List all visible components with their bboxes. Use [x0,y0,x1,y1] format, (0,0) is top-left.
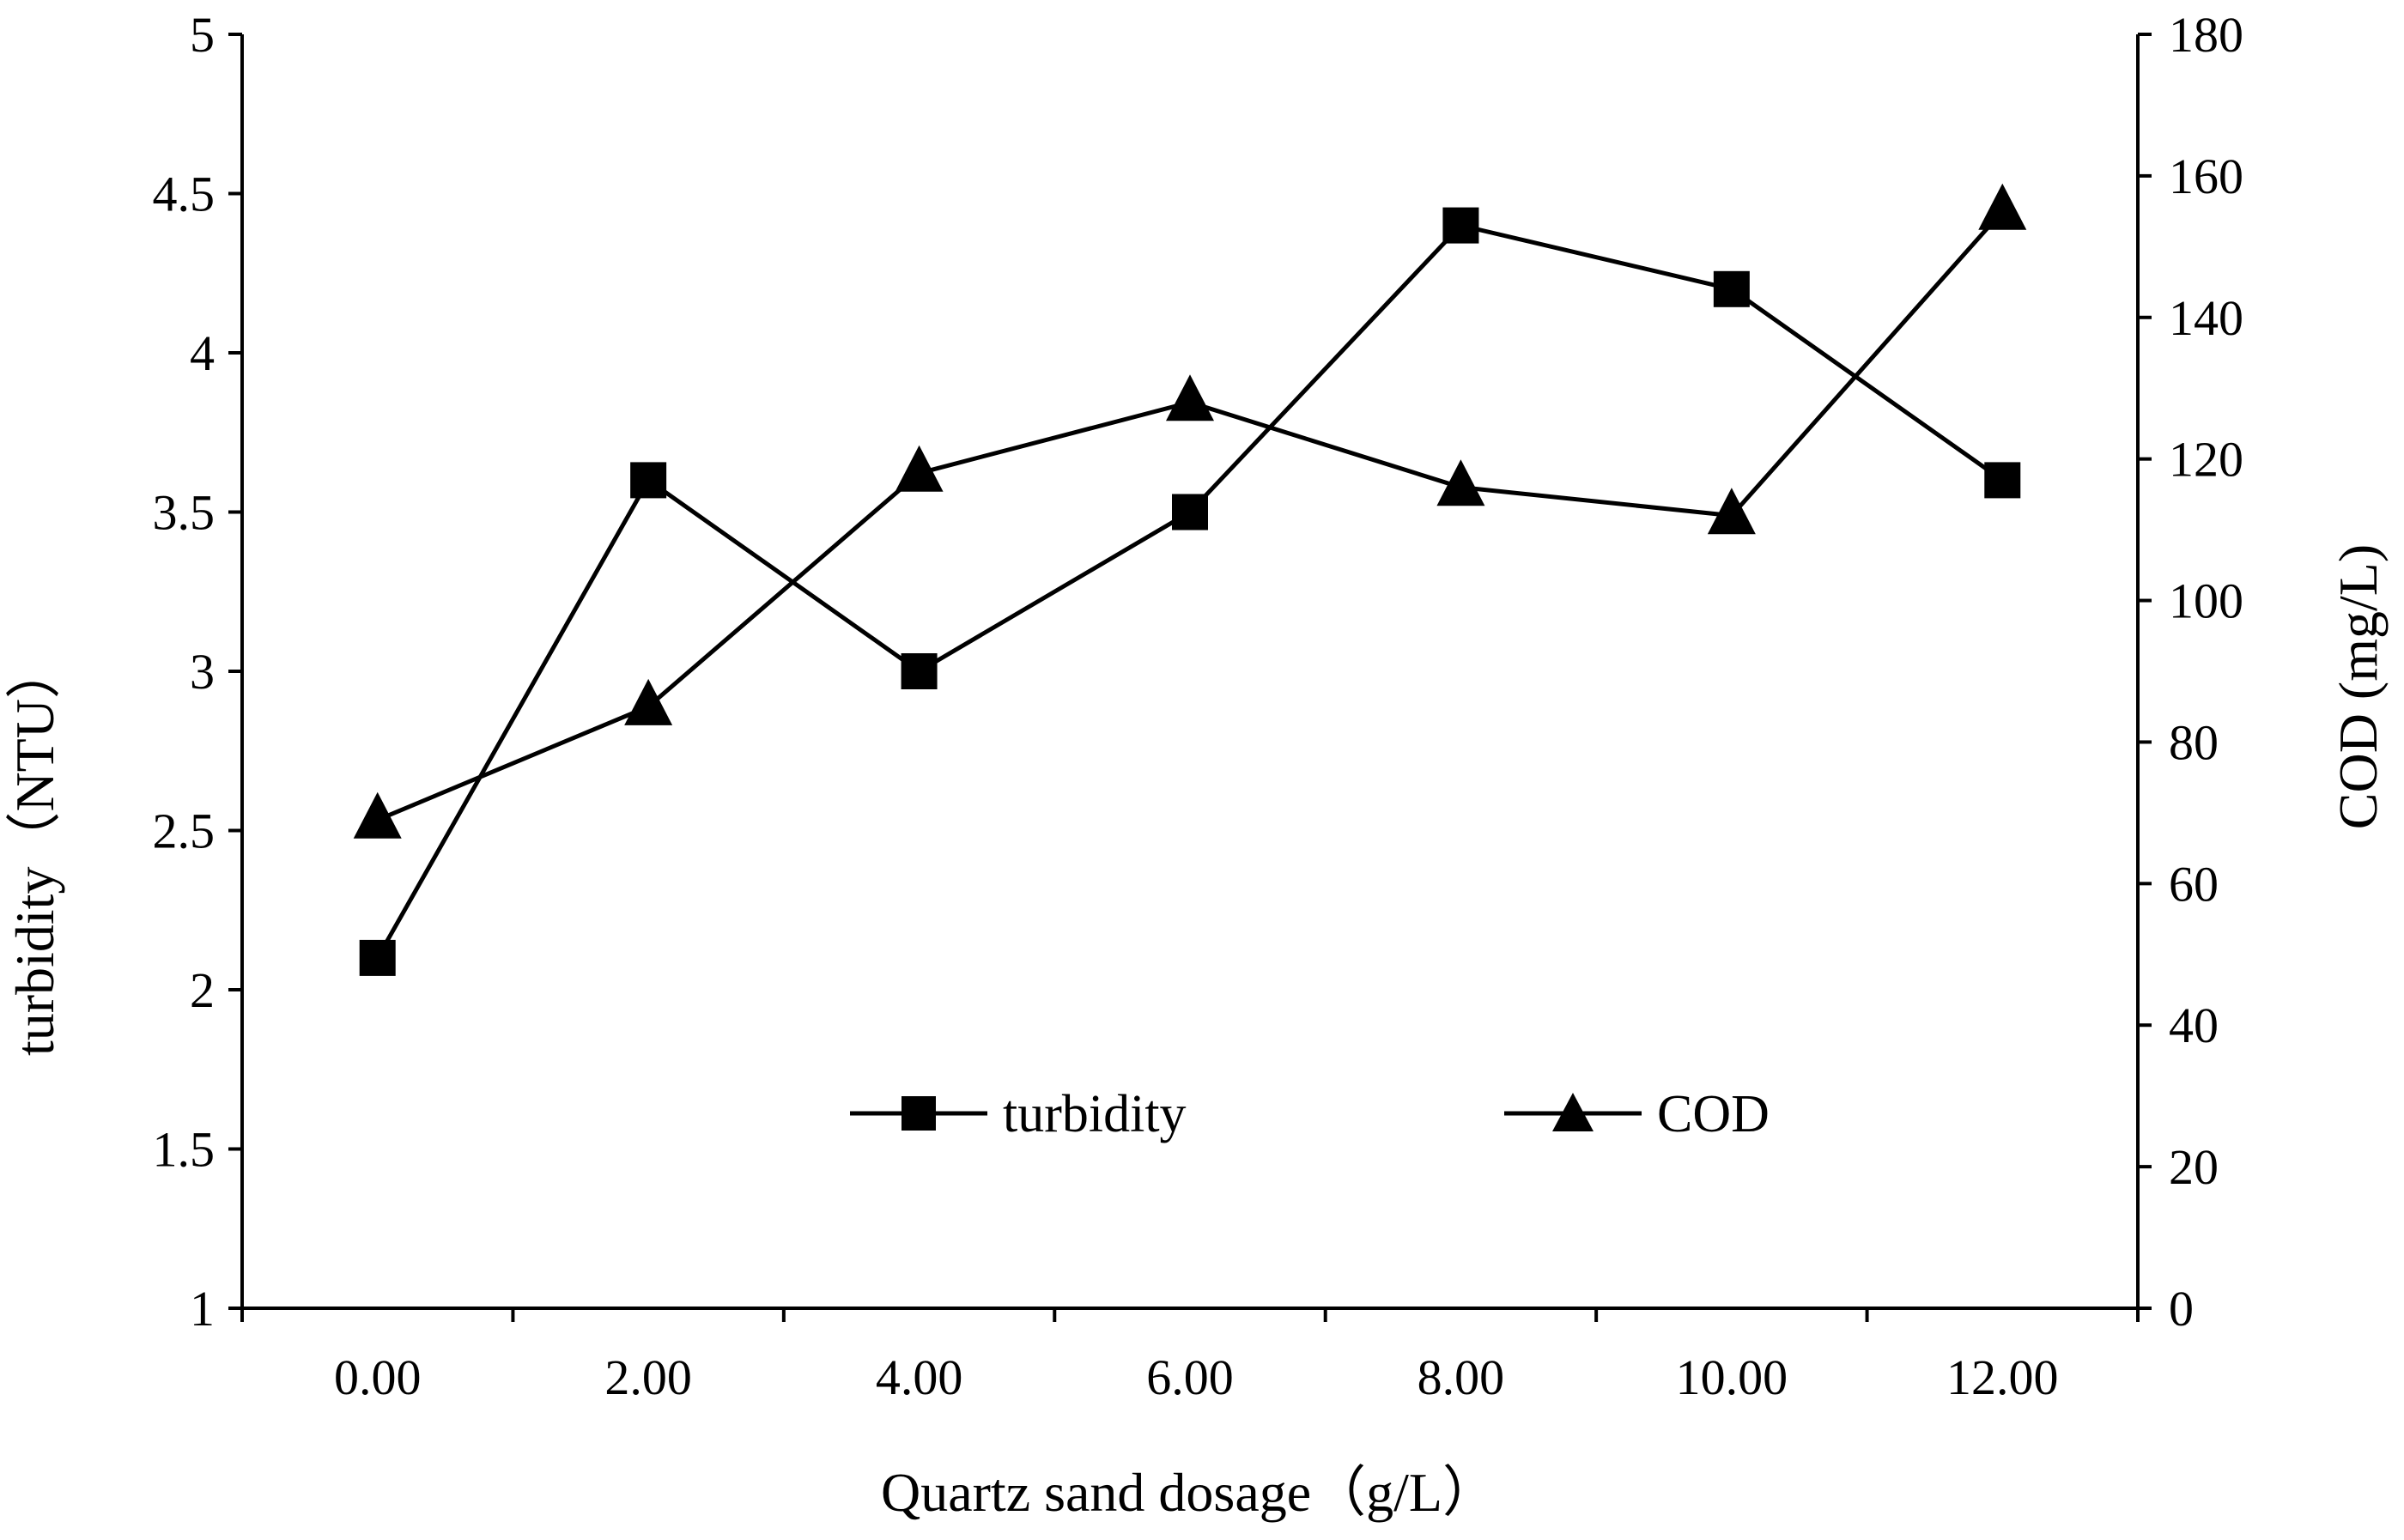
left-y-tick-label: 3.5 [153,485,216,541]
legend-label-turbidity: turbidity [1003,1085,1187,1143]
left-y-tick-label: 1 [190,1281,215,1337]
legend: turbidity COD [850,1085,1770,1143]
data-point-cod [895,445,944,492]
data-point-turbidity [630,462,667,499]
left-y-axis-title: turbidity（NTU） [4,644,65,1056]
x-tick-label: 0.00 [334,1349,422,1405]
data-point-cod [1978,183,2027,230]
data-point-turbidity [1984,462,2021,499]
right-y-tick-label: 140 [2169,290,2243,346]
legend-marker-turbidity [902,1096,936,1131]
right-y-tick-label: 40 [2169,997,2219,1053]
right-y-tick-label: 120 [2169,432,2243,488]
data-point-turbidity [901,653,938,689]
left-y-tick-label: 1.5 [153,1122,216,1178]
left-y-tick-label: 2 [190,962,215,1018]
x-tick-label: 4.00 [876,1349,963,1405]
data-point-turbidity [1442,207,1479,244]
right-y-axis-title: COD (mg/L) [2328,544,2389,829]
series-layer [353,183,2027,976]
x-tick-label: 10.00 [1676,1349,1788,1405]
series-line-turbidity [375,222,2004,960]
x-tick-label: 12.00 [1946,1349,2059,1405]
data-point-cod [353,791,402,839]
data-point-cod [1436,459,1485,506]
legend-marker-cod [1552,1093,1594,1131]
right-y-tick-label: 20 [2169,1139,2219,1195]
right-y-tick-label: 180 [2169,7,2243,63]
x-tick-label: 8.00 [1418,1349,1505,1405]
left-y-tick-label: 4.5 [153,167,216,222]
right-y-tick-label: 100 [2169,573,2243,629]
data-point-cod [1166,374,1214,421]
left-y-tick-label: 3 [190,644,215,700]
data-point-turbidity [1172,494,1208,531]
x-tick-label: 2.00 [604,1349,692,1405]
data-point-turbidity [359,939,396,976]
right-y-tick-label: 60 [2169,856,2219,912]
axes: 1 1.5 2 2.5 3 3.5 4 4.5 5 0 20 40 60 80 100 120 140 160 18… [153,7,2244,1405]
right-y-tick-label: 160 [2169,149,2243,204]
left-y-tick-label: 5 [190,7,215,63]
right-y-tick-label: 0 [2169,1281,2194,1337]
legend-label-cod: COD [1657,1085,1770,1143]
x-axis-title: Quartz sand dosage（g/L） [881,1462,1497,1523]
x-tick-label: 6.00 [1146,1349,1234,1405]
data-point-turbidity [1713,270,1750,307]
data-point-cod [1707,488,1756,535]
left-y-tick-label: 4 [190,325,215,381]
data-point-cod [624,678,673,725]
left-y-tick-label: 2.5 [153,803,216,859]
right-y-tick-label: 80 [2169,714,2219,770]
